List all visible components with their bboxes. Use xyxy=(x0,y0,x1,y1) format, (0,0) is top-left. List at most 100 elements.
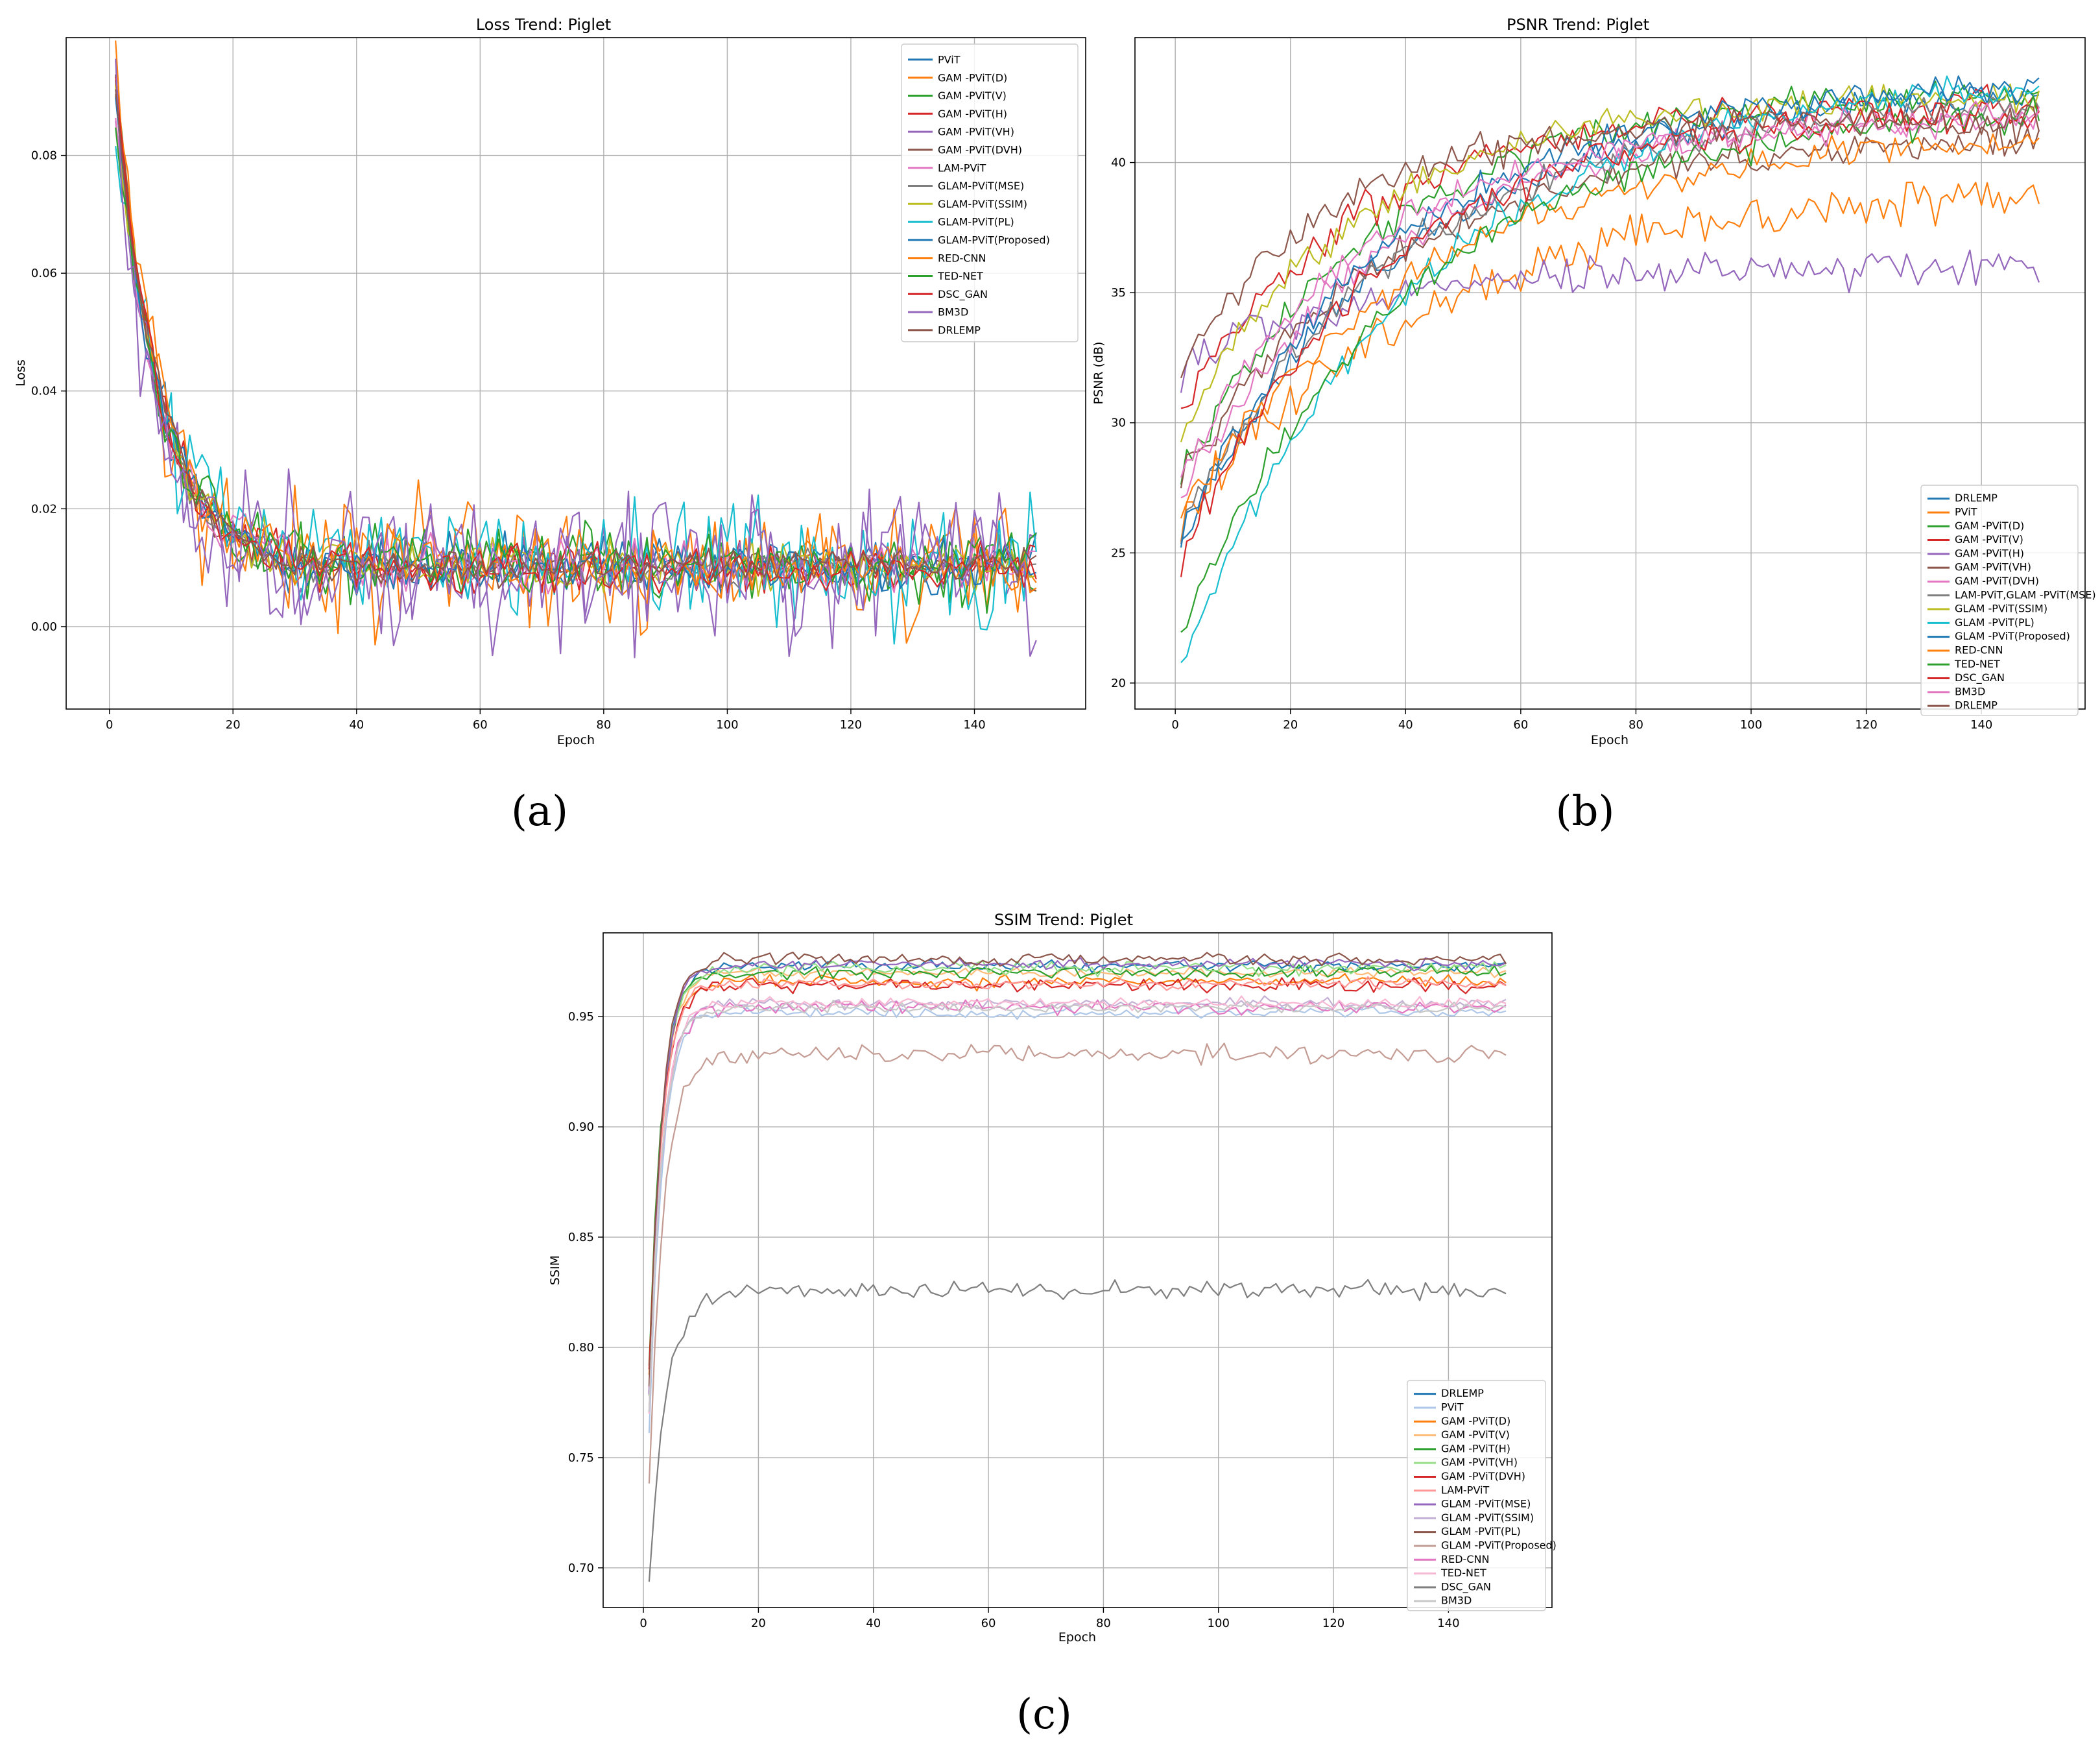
panel-label-c: (c) xyxy=(1016,1691,1072,1739)
psnr-x-tick-label: 80 xyxy=(1629,718,1643,732)
loss-legend-label: TED-NET xyxy=(937,270,983,282)
loss-x-tick-label: 20 xyxy=(226,718,241,732)
panel-label-a: (a) xyxy=(511,788,568,836)
psnr-series-line-1 xyxy=(1180,182,2040,542)
ssim-chart-title: SSIM Trend: Piglet xyxy=(994,911,1133,929)
ssim-legend-label: TED-NET xyxy=(1440,1567,1486,1579)
loss-legend-label: DSC_GAN xyxy=(938,288,988,301)
loss-legend-label: GLAM-PViT(SSIM) xyxy=(938,198,1027,210)
loss-legend-label: GAM -PViT(VH) xyxy=(938,126,1014,138)
ssim-legend-label: DSC_GAN xyxy=(1441,1580,1491,1593)
psnr-legend-label: DRLEMP xyxy=(1955,492,1998,504)
loss-y-tick-label: 0.00 xyxy=(31,620,57,634)
ssim-series-line-15 xyxy=(648,1000,1507,1412)
psnr-legend-label: LAM-PViT,GLAM -PViT(MSE) xyxy=(1955,588,2096,601)
ssim-series-line-14 xyxy=(648,1279,1507,1582)
psnr-y-tick-label: 40 xyxy=(1111,156,1126,170)
loss-legend-label: GAM -PViT(D) xyxy=(938,71,1007,84)
loss-series-line-13 xyxy=(115,77,1037,595)
ssim-x-tick-label: 60 xyxy=(981,1617,996,1630)
ssim-y-tick-label: 0.80 xyxy=(568,1341,594,1355)
loss-x-tick-label: 120 xyxy=(840,718,862,732)
psnr-series-line-15 xyxy=(1180,104,2040,379)
loss-x-tick-label: 40 xyxy=(349,718,364,732)
ssim-x-tick-label: 120 xyxy=(1322,1617,1344,1630)
psnr-legend-label: TED-NET xyxy=(1954,658,2000,670)
psnr-y-tick-label: 30 xyxy=(1111,416,1126,430)
psnr-y-tick-label: 20 xyxy=(1111,677,1126,690)
ssim-legend xyxy=(1407,1380,1546,1611)
loss-chart-title: Loss Trend: Piglet xyxy=(476,16,611,34)
loss-legend-label: GLAM-PViT(PL) xyxy=(938,216,1014,228)
psnr-legend-label: GLAM -PViT(SSIM) xyxy=(1955,603,2047,615)
ssim-axes-frame xyxy=(603,932,1553,1608)
psnr-series-line-2 xyxy=(1180,80,2040,485)
psnr-series-line-11 xyxy=(1180,133,2040,519)
psnr-y-tick-label: 25 xyxy=(1111,546,1126,560)
psnr-series-line-13 xyxy=(1180,101,2040,577)
psnr-legend-label: GAM -PViT(DVH) xyxy=(1955,575,2039,587)
ssim-x-tick-label: 140 xyxy=(1437,1617,1459,1630)
ssim-x-axis-label: Epoch xyxy=(1058,1630,1096,1645)
loss-series-line-14 xyxy=(115,58,1037,658)
psnr-series-line-12 xyxy=(1180,95,2040,633)
loss-chart: Loss Trend: Piglet 0 20 40 60 80 100 120 140 0.0… xyxy=(14,16,1086,747)
loss-y-axis-label: Loss xyxy=(14,359,28,387)
ssim-legend-label: GAM -PViT(VH) xyxy=(1441,1456,1518,1469)
psnr-legend-label: GLAM -PViT(Proposed) xyxy=(1955,630,2070,642)
psnr-series-line-7 xyxy=(1180,95,2040,544)
ssim-y-tick-label: 0.75 xyxy=(568,1451,594,1465)
loss-legend-label: GLAM-PViT(Proposed) xyxy=(938,234,1050,247)
ssim-legend-label: PViT xyxy=(1441,1401,1464,1414)
psnr-legend-label: GLAM -PViT(PL) xyxy=(1955,616,2034,629)
loss-y-tick-label: 0.06 xyxy=(31,267,57,280)
psnr-legend-label: GAM -PViT(D) xyxy=(1955,520,2024,532)
loss-x-tick-label: 80 xyxy=(596,718,611,732)
ssim-x-tick-label: 100 xyxy=(1208,1617,1230,1630)
psnr-series-line-14 xyxy=(1180,101,2040,478)
ssim-series-line-9 xyxy=(648,995,1507,1414)
ssim-legend-label: RED-CNN xyxy=(1441,1553,1489,1565)
ssim-series-line-1 xyxy=(648,1004,1507,1434)
psnr-x-tick-label: 20 xyxy=(1283,718,1298,732)
psnr-legend-label: BM3D xyxy=(1955,685,1985,697)
loss-legend-label: GAM -PViT(H) xyxy=(938,108,1007,120)
loss-x-tick-label: 140 xyxy=(963,718,985,732)
psnr-legend-label: GAM -PViT(H) xyxy=(1955,547,2024,559)
ssim-legend-label: GLAM -PViT(PL) xyxy=(1441,1525,1521,1537)
ssim-legend-label: BM3D xyxy=(1441,1595,1472,1607)
ssim-series-line-4 xyxy=(648,964,1507,1366)
loss-y-tick-label: 0.04 xyxy=(31,385,57,398)
psnr-x-axis-label: Epoch xyxy=(1591,733,1629,747)
psnr-legend-label: DSC_GAN xyxy=(1955,671,2005,684)
loss-legend-label: DRLEMP xyxy=(938,324,981,337)
psnr-legend-label: RED-CNN xyxy=(1955,644,2003,657)
psnr-y-tick-label: 35 xyxy=(1111,286,1126,300)
psnr-legend-label: DRLEMP xyxy=(1955,699,1998,712)
ssim-y-axis-label: SSIM xyxy=(548,1255,562,1285)
ssim-legend-label: LAM-PViT xyxy=(1441,1484,1489,1496)
loss-series-line-15 xyxy=(115,89,1037,589)
ssim-series-line-7 xyxy=(648,976,1507,1388)
psnr-legend xyxy=(1920,485,2079,716)
ssim-legend-label: GAM -PViT(DVH) xyxy=(1441,1470,1525,1482)
psnr-chart-title: PSNR Trend: Piglet xyxy=(1507,16,1649,34)
loss-legend-label: RED-CNN xyxy=(938,252,986,264)
loss-legend-label: BM3D xyxy=(938,306,968,319)
psnr-x-tick-label: 40 xyxy=(1398,718,1413,732)
ssim-x-tick-label: 0 xyxy=(639,1617,647,1630)
ssim-legend-label: DRLEMP xyxy=(1441,1387,1484,1399)
loss-x-tick-label: 100 xyxy=(716,718,738,732)
psnr-x-tick-label: 120 xyxy=(1855,718,1877,732)
ssim-x-tick-label: 80 xyxy=(1096,1617,1111,1630)
loss-x-axis-label: Epoch xyxy=(557,733,595,747)
ssim-legend-label: GLAM -PViT(MSE) xyxy=(1441,1498,1531,1510)
ssim-x-tick-label: 40 xyxy=(866,1617,881,1630)
psnr-x-tick-label: 140 xyxy=(1970,718,1992,732)
loss-axes-frame xyxy=(66,37,1086,710)
psnr-legend-label: GAM -PViT(VH) xyxy=(1955,561,2031,573)
ssim-x-tick-label: 20 xyxy=(751,1617,766,1630)
loss-x-tick-label: 0 xyxy=(106,718,113,732)
loss-legend-label: GLAM-PViT(MSE) xyxy=(938,180,1024,192)
